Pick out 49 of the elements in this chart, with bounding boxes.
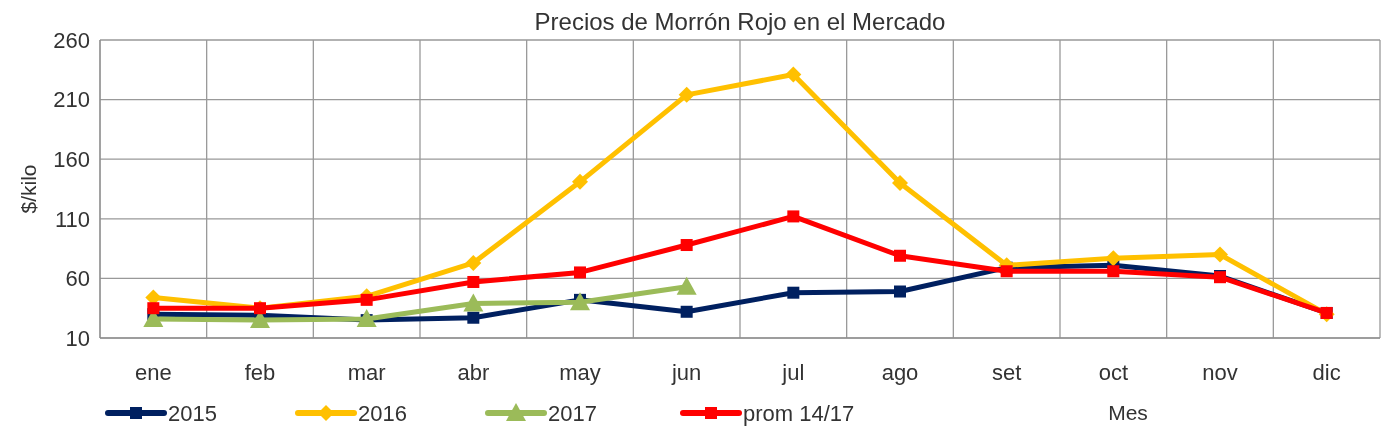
point — [787, 210, 800, 223]
legend-label: 2017 — [548, 400, 597, 426]
x-axis-title: Mes — [1108, 401, 1148, 424]
x-tick-label: oct — [1098, 360, 1129, 385]
point — [1000, 265, 1013, 278]
point — [570, 292, 590, 311]
y-tick-label: 10 — [65, 325, 90, 351]
x-tick-label: abr — [457, 360, 490, 385]
point — [892, 175, 908, 192]
y-tick-label: 210 — [53, 87, 90, 113]
y-tick-label: 60 — [65, 266, 90, 292]
y-tick-label: 160 — [53, 146, 90, 172]
y-axis-title: $/kilo — [17, 164, 40, 214]
x-tick-label: jun — [670, 360, 702, 385]
chart-title: Precios de Morrón Rojo en el Mercado — [534, 8, 946, 35]
y-tick-label: 110 — [54, 206, 90, 232]
point — [1105, 250, 1122, 267]
point — [676, 276, 697, 295]
point — [680, 305, 693, 318]
x-tick-label: ene — [134, 360, 172, 385]
x-tick-label: may — [559, 360, 601, 385]
point — [785, 66, 802, 83]
legend-label: 2016 — [358, 400, 407, 426]
point — [467, 275, 480, 288]
y-tick-label: 260 — [53, 27, 90, 53]
x-tick-label: nov — [1202, 360, 1238, 385]
point — [894, 285, 906, 298]
x-tick-label: feb — [244, 360, 276, 385]
x-tick-label: dic — [1312, 360, 1341, 385]
point — [1107, 265, 1120, 278]
point — [360, 293, 373, 306]
point — [1212, 246, 1228, 263]
point — [787, 286, 800, 299]
point — [894, 249, 906, 262]
legend-label: 2015 — [168, 400, 217, 426]
point — [465, 254, 482, 271]
x-tick-label: ago — [881, 360, 919, 385]
legend-label: prom 14/17 — [743, 400, 855, 426]
point — [572, 173, 588, 190]
point — [678, 86, 695, 103]
point — [463, 293, 484, 312]
x-tick-label: set — [991, 360, 1022, 385]
point — [467, 311, 480, 324]
point — [356, 308, 377, 327]
point — [574, 266, 586, 279]
x-tick-label: mar — [347, 360, 386, 385]
point — [147, 302, 160, 315]
point — [680, 239, 693, 252]
x-tick-label: jul — [781, 360, 805, 385]
